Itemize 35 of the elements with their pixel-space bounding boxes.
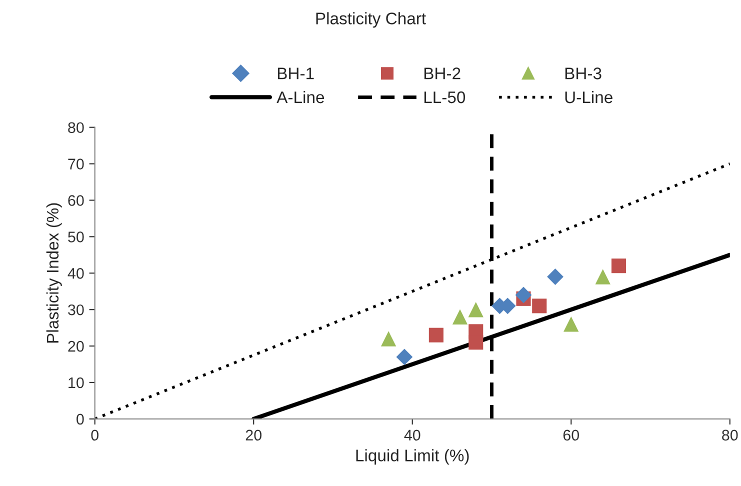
y-tick-label: 50 [68,232,84,242]
y-tick-label: 20 [68,340,84,352]
x-tick-label: 40 [404,430,420,441]
legend-label: A-Line [276,90,324,104]
point [595,269,610,284]
point [532,298,547,314]
point [515,286,532,304]
y-axis-title: Plasticity Index (%) [46,203,62,343]
point [468,302,484,318]
x-tick-label: 0 [91,430,98,441]
point [468,335,484,350]
y-tick-label: 0 [76,414,84,425]
y-tick-label: 10 [68,377,84,388]
legend-label: U-Line [565,90,612,104]
y-tick-label: 40 [68,268,84,279]
x-tick-label: 80 [722,430,738,441]
y-tick-label: 30 [68,304,84,316]
point [396,348,413,366]
point [547,268,564,285]
legend-label: BH-1 [278,68,314,80]
point [380,331,396,346]
legend-label: LL-50 [424,91,466,104]
y-tick-label: 70 [68,158,84,170]
point [611,258,626,274]
chart-title: Plasticity Chart [316,12,426,28]
x-tick-label: 20 [246,430,262,441]
legend-label: BH-3 [565,68,602,80]
point [452,309,468,324]
y-tick-label: 60 [68,195,84,206]
point [428,328,444,342]
y-tick-label: 80 [68,122,84,134]
point [564,316,579,332]
x-tick-label: 60 [563,430,580,441]
legend-label: BH-2 [424,68,460,80]
x-axis-title: Liquid Limit (%) [356,449,469,465]
